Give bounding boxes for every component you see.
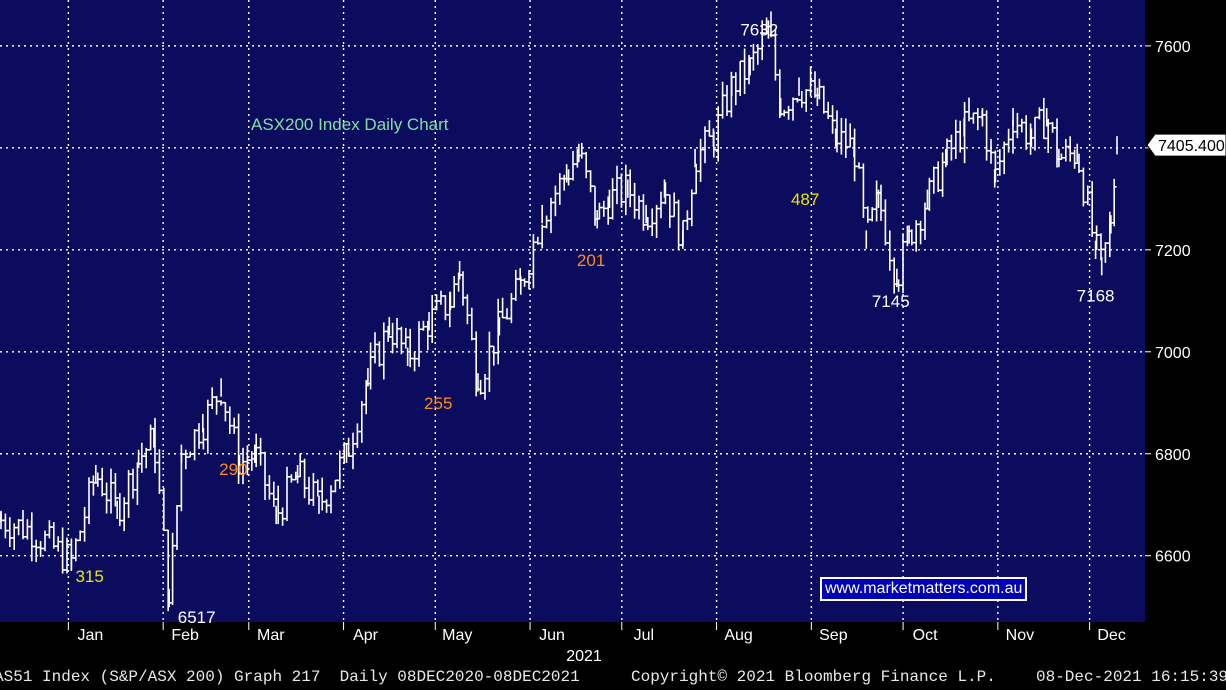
- ohlc-bar: [825, 101, 831, 120]
- y-tick-label: 7000: [1155, 345, 1191, 362]
- x-tick-label: Nov: [1006, 627, 1034, 644]
- ohlc-bar: [33, 539, 39, 563]
- ohlc-bar: [583, 151, 589, 179]
- ohlc-bar: [627, 169, 633, 208]
- y-tick-label: 6800: [1155, 447, 1191, 464]
- annotation-label: 487: [791, 190, 819, 209]
- x-axis: Jan Feb Mar Apr May Jun Jul Aug Sep Oct Nov Dec 2021: [67, 622, 1126, 665]
- ohlc-bar: [649, 208, 655, 236]
- footer-security-info: AS51 Index (S&P/ASX 200) Graph 217 Daily…: [0, 668, 580, 686]
- ohlc-bar: [737, 60, 743, 96]
- ohlc-bar: [1111, 178, 1117, 227]
- chart-title: ASX200 Index Daily Chart: [251, 115, 449, 134]
- ohlc-bar: [55, 536, 61, 552]
- x-tick-label: Apr: [353, 627, 379, 644]
- ohlc-bar: [1019, 118, 1025, 133]
- ohlc-bar: [803, 89, 809, 112]
- annotation-label: 290: [219, 460, 247, 479]
- last-price-marker: [1146, 133, 1226, 157]
- ohlc-bar: [1063, 139, 1069, 162]
- annotations: 7632 487 201 7145 7168 255 290 315 6517: [75, 21, 1114, 627]
- x-tick-label: Oct: [913, 627, 938, 644]
- x-tick-label: Dec: [1097, 627, 1125, 644]
- annotation-label: 201: [577, 251, 605, 270]
- price-bars: [0, 11, 1118, 612]
- ohlc-bar: [73, 538, 79, 562]
- ohlc-bar: [759, 20, 765, 61]
- x-tick-label: Aug: [724, 627, 752, 644]
- y-tick-label: 7600: [1155, 39, 1191, 56]
- ohlc-bar: [671, 192, 677, 218]
- last-price-label: 7405.400: [1158, 138, 1225, 155]
- ohlc-bar: [1001, 141, 1007, 175]
- bottom-axis-background: [0, 622, 1226, 664]
- x-tick-label: Feb: [171, 627, 199, 644]
- annotation-label: 7632: [740, 21, 778, 40]
- ohlc-bar: [957, 120, 963, 153]
- annotation-label: 7168: [1077, 287, 1115, 306]
- annotation-label: 255: [424, 394, 452, 413]
- footer-bar: AS51 Index (S&P/ASX 200) Graph 217 Daily…: [0, 664, 1226, 690]
- right-axis-background: [1145, 0, 1226, 622]
- ohlc-bar: [693, 163, 699, 195]
- ohlc-bar: [539, 224, 545, 249]
- footer-copyright: Copyright© 2021 Bloomberg Finance L.P.: [631, 668, 996, 686]
- y-axis: 6600680070007200740076007405.400: [1145, 39, 1226, 566]
- y-tick-label: 7200: [1155, 243, 1191, 260]
- ohlc-bar: [781, 109, 787, 117]
- x-tick-label: Mar: [257, 627, 285, 644]
- ohlc-bar: [869, 207, 875, 222]
- plot-background: [0, 0, 1145, 622]
- annotation-label: 7145: [872, 292, 910, 311]
- ohlc-bar: [605, 196, 611, 225]
- ohlc-bar: [715, 106, 721, 162]
- ohlc-bar: [117, 493, 123, 527]
- annotation-label: 6517: [178, 608, 216, 627]
- ohlc-bar: [847, 123, 853, 148]
- x-tick-label: Jan: [77, 627, 103, 644]
- x-tick-label: Jun: [539, 627, 565, 644]
- ohlc-bar: [1041, 97, 1047, 140]
- footer-timestamp: 08-Dec-2021 16:15:39: [1036, 668, 1226, 686]
- x-tick-label: Jul: [634, 627, 654, 644]
- watermark-badge: www.marketmatters.com.au: [820, 577, 1028, 601]
- x-year-label: 2021: [566, 648, 602, 665]
- x-tick-label: May: [442, 627, 472, 644]
- y-tick-label: 6600: [1155, 549, 1191, 566]
- ohlc-bar: [1085, 185, 1091, 206]
- ohlc-bar: [935, 161, 941, 193]
- x-tick-label: Sep: [819, 627, 848, 644]
- ohlc-bar: [509, 293, 514, 324]
- annotation-label: 315: [75, 567, 103, 586]
- ohlc-bar: [913, 220, 919, 252]
